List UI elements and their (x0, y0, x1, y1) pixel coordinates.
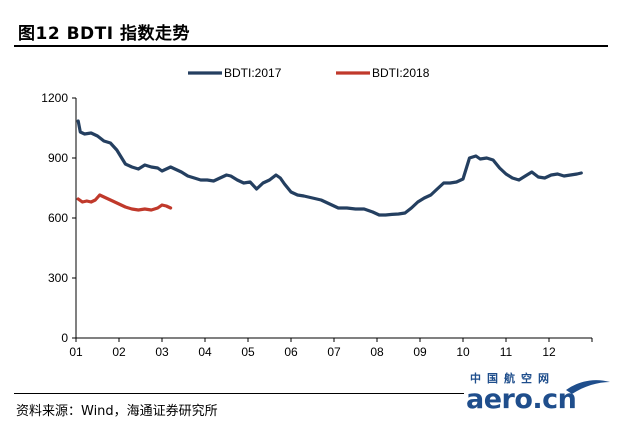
aero-cn-logo: 中国航空网 aero.cn (458, 370, 618, 420)
x-tick-label: 12 (542, 345, 556, 359)
x-tick-label: 03 (155, 345, 169, 359)
figure-title: 图12 BDTI 指数走势 (18, 24, 190, 44)
x-tick-label: 04 (198, 345, 212, 359)
y-tick-label: 300 (48, 271, 68, 285)
y-tick-label: 600 (48, 211, 68, 225)
x-tick-label: 10 (456, 345, 470, 359)
x-tick-label: 08 (370, 345, 384, 359)
logo-chinese-text: 中国航空网 (470, 372, 555, 385)
series-line-2017 (76, 119, 583, 217)
source-divider (14, 393, 464, 394)
legend-label: BDTI:2018 (372, 66, 430, 80)
x-tick-label: 01 (69, 345, 83, 359)
logo-english-text: aero.cn (466, 384, 577, 415)
figure-title-bar: 图12 BDTI 指数走势 (14, 14, 608, 44)
x-tick-label: 05 (241, 345, 255, 359)
y-tick-label: 900 (48, 151, 68, 165)
y-tick-label: 1200 (41, 91, 68, 105)
x-axis: 01 02 03 04 05 06 07 08 09 10 11 12 (69, 337, 593, 359)
source-note: 资料来源：Wind，海通证券研究所 (16, 404, 218, 419)
logo-swoosh-icon (566, 380, 610, 394)
chart-legend: BDTI:2017 BDTI:2018 (188, 66, 430, 80)
series-line-2018 (76, 193, 173, 212)
y-tick-label: 0 (61, 331, 68, 345)
legend-label: BDTI:2017 (224, 66, 282, 80)
x-tick-label: 09 (413, 345, 427, 359)
y-axis: 0 300 600 900 1200 (41, 91, 77, 345)
x-tick-label: 11 (500, 345, 513, 359)
x-tick-label: 07 (327, 345, 341, 359)
bdti-line-chart: BDTI:2017 BDTI:2018 0 300 600 900 1200 01 02 03… (41, 66, 593, 359)
x-tick-label: 06 (284, 345, 298, 359)
x-tick-label: 02 (112, 345, 126, 359)
chart-area: BDTI:2017 BDTI:2018 0 300 600 900 1200 01 02 03… (14, 52, 608, 368)
title-divider (14, 45, 608, 47)
series-layer (76, 119, 583, 217)
